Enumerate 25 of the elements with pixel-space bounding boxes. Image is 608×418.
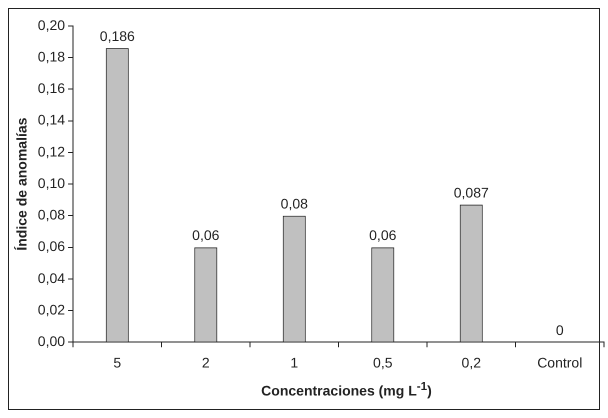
x-tick-label: 0,2 xyxy=(462,354,482,370)
data-label: 0,08 xyxy=(280,196,308,212)
y-tick-label: 0,04 xyxy=(38,270,66,286)
data-label: 0,087 xyxy=(454,184,489,201)
x-tick-label: Control xyxy=(537,354,582,370)
y-tick-label: 0,00 xyxy=(38,333,66,350)
x-tick-label: 5 xyxy=(113,354,122,370)
y-tick-label: 0,18 xyxy=(38,48,66,64)
y-tick-label: 0,12 xyxy=(38,143,66,160)
y-tick-label: 0,08 xyxy=(38,206,66,223)
data-label: 0,06 xyxy=(369,227,397,244)
data-label: 0,06 xyxy=(192,227,220,244)
x-tick-label: 2 xyxy=(202,354,210,370)
y-tick-label: 0,14 xyxy=(38,112,66,128)
y-tick-label: 0,02 xyxy=(38,301,66,318)
y-tick-label: 0,06 xyxy=(38,238,66,254)
data-label: 0 xyxy=(556,322,564,338)
y-axis-title: Índice de anomalías xyxy=(13,117,30,251)
data-label: 0,186 xyxy=(100,28,136,44)
x-tick-label: 1 xyxy=(290,354,298,370)
y-tick-label: 0,20 xyxy=(38,16,66,33)
x-axis-title: Concentraciones (mg L$^{-1}$) xyxy=(260,380,433,399)
x-tick-label: 0,5 xyxy=(373,354,393,370)
y-tick-label: 0,10 xyxy=(38,174,66,191)
y-tick-label: 0,16 xyxy=(38,80,66,96)
